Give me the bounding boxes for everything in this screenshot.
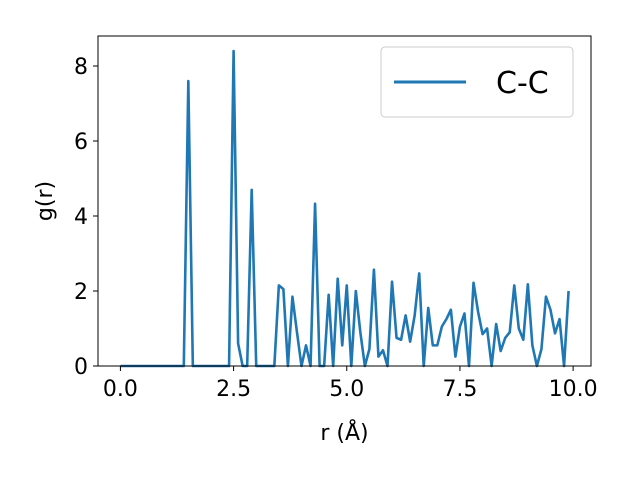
- axis-ticks: 0.0 2.5 5.0 7.5 10.0 0 2 4 6 8: [74, 55, 598, 402]
- y-tick-label: 2: [74, 280, 88, 305]
- legend-entry-label: C-C: [496, 66, 549, 101]
- x-tick-label: 0.0: [103, 377, 138, 402]
- y-axis-label: g(r): [33, 181, 58, 221]
- x-axis-label: r (Å): [320, 419, 368, 446]
- x-tick-label: 10.0: [549, 377, 598, 402]
- y-tick-label: 6: [74, 130, 88, 155]
- x-tick-label: 5.0: [329, 377, 364, 402]
- legend: C-C: [380, 46, 574, 118]
- legend-box: [380, 46, 574, 118]
- y-tick-label: 8: [74, 55, 88, 80]
- y-tick-label: 4: [74, 205, 88, 230]
- axes-frame: [97, 35, 592, 367]
- x-tick-label: 2.5: [216, 377, 251, 402]
- x-tick-label: 7.5: [442, 377, 477, 402]
- y-tick-label: 0: [74, 355, 88, 380]
